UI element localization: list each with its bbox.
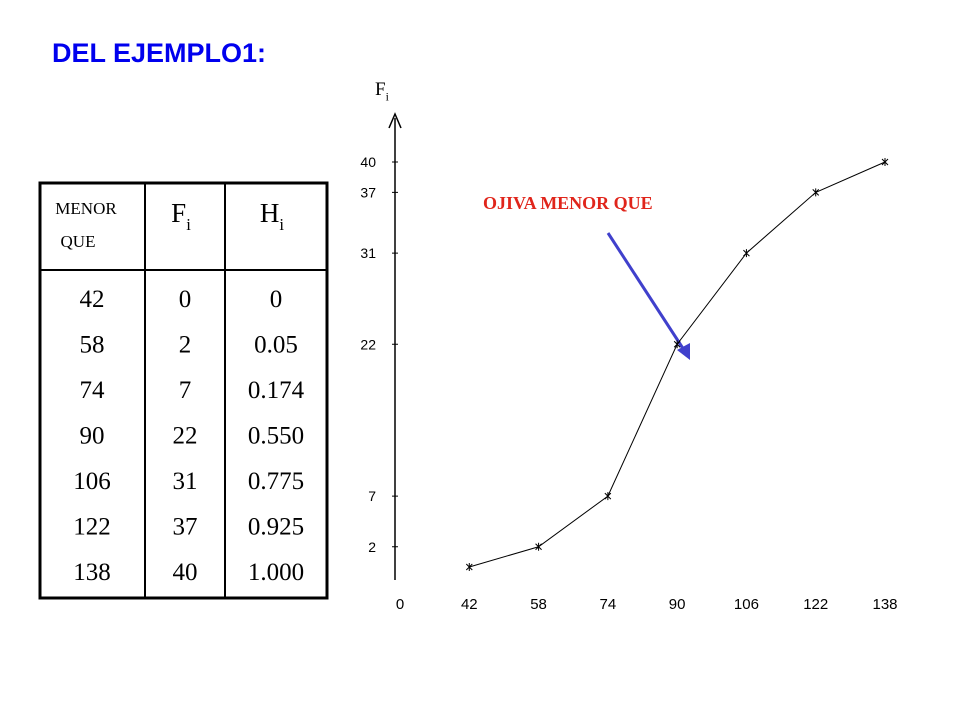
table-cell: 2 bbox=[179, 332, 192, 359]
table-cell: 0 bbox=[270, 286, 283, 313]
table-header-main: F bbox=[171, 198, 186, 228]
table-cell: 37 bbox=[173, 514, 198, 541]
table-header-sub: i bbox=[186, 215, 191, 234]
annotation-arrow bbox=[606, 232, 686, 351]
table-cell: 106 bbox=[73, 468, 111, 495]
table-cell: 0.925 bbox=[248, 514, 304, 541]
x-tick-label: 58 bbox=[530, 596, 547, 613]
table-cell: 0 bbox=[179, 286, 192, 313]
table-cell: 74 bbox=[80, 377, 106, 404]
table-cell: 22 bbox=[173, 423, 198, 450]
x-tick-label: 138 bbox=[872, 596, 897, 613]
data-point bbox=[535, 542, 542, 551]
axis-arrow bbox=[388, 112, 402, 129]
data-point bbox=[743, 249, 750, 258]
x-tick-label: 42 bbox=[461, 596, 478, 613]
table-border bbox=[38, 181, 329, 600]
table-header-line: MENOR bbox=[55, 199, 117, 218]
table-cell: 31 bbox=[173, 468, 198, 495]
table-cell: 58 bbox=[80, 332, 105, 359]
chart bbox=[388, 112, 690, 580]
table-cell: 0.174 bbox=[248, 377, 305, 404]
y-tick-label: 31 bbox=[360, 245, 376, 261]
y-tick-label: 22 bbox=[360, 336, 376, 352]
data-point bbox=[465, 563, 473, 571]
y-axis-label-sub: i bbox=[386, 91, 390, 104]
table-header-main: H bbox=[260, 198, 280, 228]
y-tick-label: 37 bbox=[360, 184, 376, 200]
data-point bbox=[812, 188, 820, 197]
table-cell: 1.000 bbox=[248, 559, 304, 586]
table-cell: 0.550 bbox=[248, 423, 304, 450]
table-cell: 7 bbox=[179, 377, 192, 404]
y-tick-label: 7 bbox=[368, 488, 376, 504]
x-tick-label: 0 bbox=[396, 596, 404, 613]
table-header-sub: i bbox=[279, 215, 284, 234]
data-point bbox=[673, 340, 681, 349]
table-header: Hi bbox=[260, 198, 285, 234]
table-cell: 138 bbox=[73, 559, 111, 586]
data-point bbox=[881, 158, 889, 166]
x-tick-label: 122 bbox=[803, 596, 828, 613]
table-cell: 90 bbox=[80, 423, 105, 450]
table-cell: 40 bbox=[173, 559, 198, 586]
table-cell: 0.775 bbox=[248, 468, 304, 495]
slide-title: DEL EJEMPLO1: bbox=[52, 38, 266, 68]
x-tick-label: 106 bbox=[734, 596, 759, 613]
table-cell: 42 bbox=[80, 286, 105, 313]
table-header-line: QUE bbox=[61, 232, 96, 251]
x-tick-label: 74 bbox=[600, 596, 617, 613]
table-header: Fi bbox=[171, 198, 191, 234]
annotation-arrowhead bbox=[677, 343, 690, 360]
y-tick-label: 2 bbox=[368, 539, 376, 555]
table bbox=[38, 181, 329, 600]
x-tick-label: 90 bbox=[669, 596, 686, 613]
annotation: OJIVA MENOR QUE bbox=[483, 193, 653, 213]
y-axis-label: Fi bbox=[375, 79, 390, 104]
data-point bbox=[604, 492, 612, 501]
table-cell: 122 bbox=[73, 514, 111, 541]
table-cell: 0.05 bbox=[254, 332, 298, 359]
ogive-line bbox=[469, 161, 886, 568]
table-header: MENOR QUE bbox=[55, 199, 117, 251]
y-axis-label-main: F bbox=[375, 79, 386, 100]
y-tick-label: 40 bbox=[360, 154, 376, 170]
